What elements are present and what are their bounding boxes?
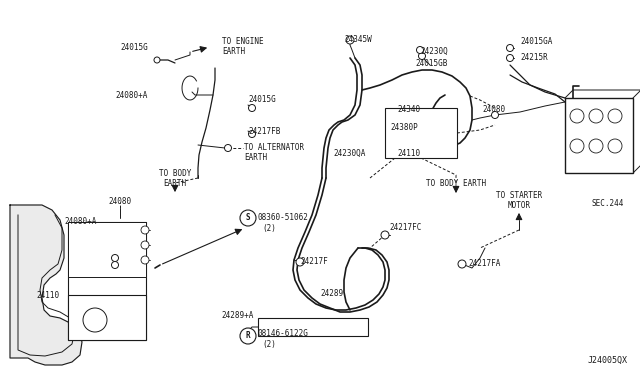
- Circle shape: [240, 210, 256, 226]
- Text: TO BODY EARTH: TO BODY EARTH: [426, 179, 486, 187]
- Text: (2): (2): [262, 224, 276, 232]
- Text: EARTH: EARTH: [222, 46, 245, 55]
- Text: 24015G: 24015G: [120, 42, 148, 51]
- Text: S: S: [246, 214, 250, 222]
- Text: 24230Q: 24230Q: [420, 46, 448, 55]
- Circle shape: [381, 231, 389, 239]
- Text: TO STARTER: TO STARTER: [496, 190, 542, 199]
- Text: 08360-51062: 08360-51062: [258, 214, 309, 222]
- Text: 24289+A: 24289+A: [221, 311, 254, 321]
- Text: MOTOR: MOTOR: [508, 201, 531, 209]
- Text: 24080+A: 24080+A: [65, 218, 97, 227]
- Text: 24110: 24110: [37, 292, 60, 301]
- Circle shape: [589, 109, 603, 123]
- Circle shape: [141, 241, 149, 249]
- Circle shape: [492, 112, 499, 119]
- Circle shape: [141, 256, 149, 264]
- Text: TO ENGINE: TO ENGINE: [222, 38, 264, 46]
- Text: 24217F: 24217F: [300, 257, 328, 266]
- Circle shape: [111, 262, 118, 269]
- Text: 24080: 24080: [108, 198, 132, 206]
- Circle shape: [240, 328, 256, 344]
- Circle shape: [589, 139, 603, 153]
- Circle shape: [141, 226, 149, 234]
- Text: 24230QA: 24230QA: [333, 148, 365, 157]
- Circle shape: [248, 105, 255, 112]
- Polygon shape: [10, 205, 82, 365]
- Text: TO BODY: TO BODY: [159, 170, 191, 179]
- Circle shape: [570, 109, 584, 123]
- Bar: [565, 98, 633, 173]
- Text: 24015GA: 24015GA: [520, 38, 552, 46]
- Text: SEC.244: SEC.244: [592, 199, 624, 208]
- Circle shape: [225, 144, 232, 151]
- Text: 24215R: 24215R: [520, 52, 548, 61]
- Text: 24217FA: 24217FA: [468, 260, 500, 269]
- Text: J24005QX: J24005QX: [588, 356, 628, 365]
- Bar: [68, 222, 146, 340]
- Text: R: R: [246, 331, 250, 340]
- Text: 24015G: 24015G: [248, 94, 276, 103]
- Bar: [385, 108, 457, 158]
- Text: 24289: 24289: [320, 289, 343, 298]
- Text: 08146-6122G: 08146-6122G: [258, 330, 309, 339]
- Text: 24380P: 24380P: [390, 122, 418, 131]
- Text: 24015GB: 24015GB: [415, 58, 447, 67]
- Text: EARTH: EARTH: [163, 179, 187, 187]
- Circle shape: [506, 45, 513, 51]
- Text: 24110: 24110: [397, 148, 420, 157]
- Bar: [68, 222, 146, 277]
- Text: 24345W: 24345W: [344, 35, 372, 45]
- Circle shape: [248, 131, 255, 138]
- Text: TO ALTERNATOR: TO ALTERNATOR: [244, 144, 304, 153]
- Circle shape: [570, 139, 584, 153]
- Circle shape: [417, 46, 424, 54]
- Text: 24080: 24080: [482, 106, 505, 115]
- Circle shape: [419, 52, 426, 60]
- Text: 24217FB: 24217FB: [248, 126, 280, 135]
- Circle shape: [154, 57, 160, 63]
- Bar: [258, 318, 368, 336]
- Circle shape: [296, 258, 304, 266]
- Circle shape: [83, 308, 107, 332]
- Bar: [68, 295, 146, 340]
- Circle shape: [608, 139, 622, 153]
- Text: EARTH: EARTH: [244, 154, 267, 163]
- Circle shape: [346, 36, 354, 44]
- Text: 24080+A: 24080+A: [116, 90, 148, 99]
- Text: 24340: 24340: [397, 106, 420, 115]
- Text: (2): (2): [262, 340, 276, 349]
- Circle shape: [458, 260, 466, 268]
- Circle shape: [111, 254, 118, 262]
- Circle shape: [506, 55, 513, 61]
- Text: 24217FC: 24217FC: [389, 224, 421, 232]
- Circle shape: [608, 109, 622, 123]
